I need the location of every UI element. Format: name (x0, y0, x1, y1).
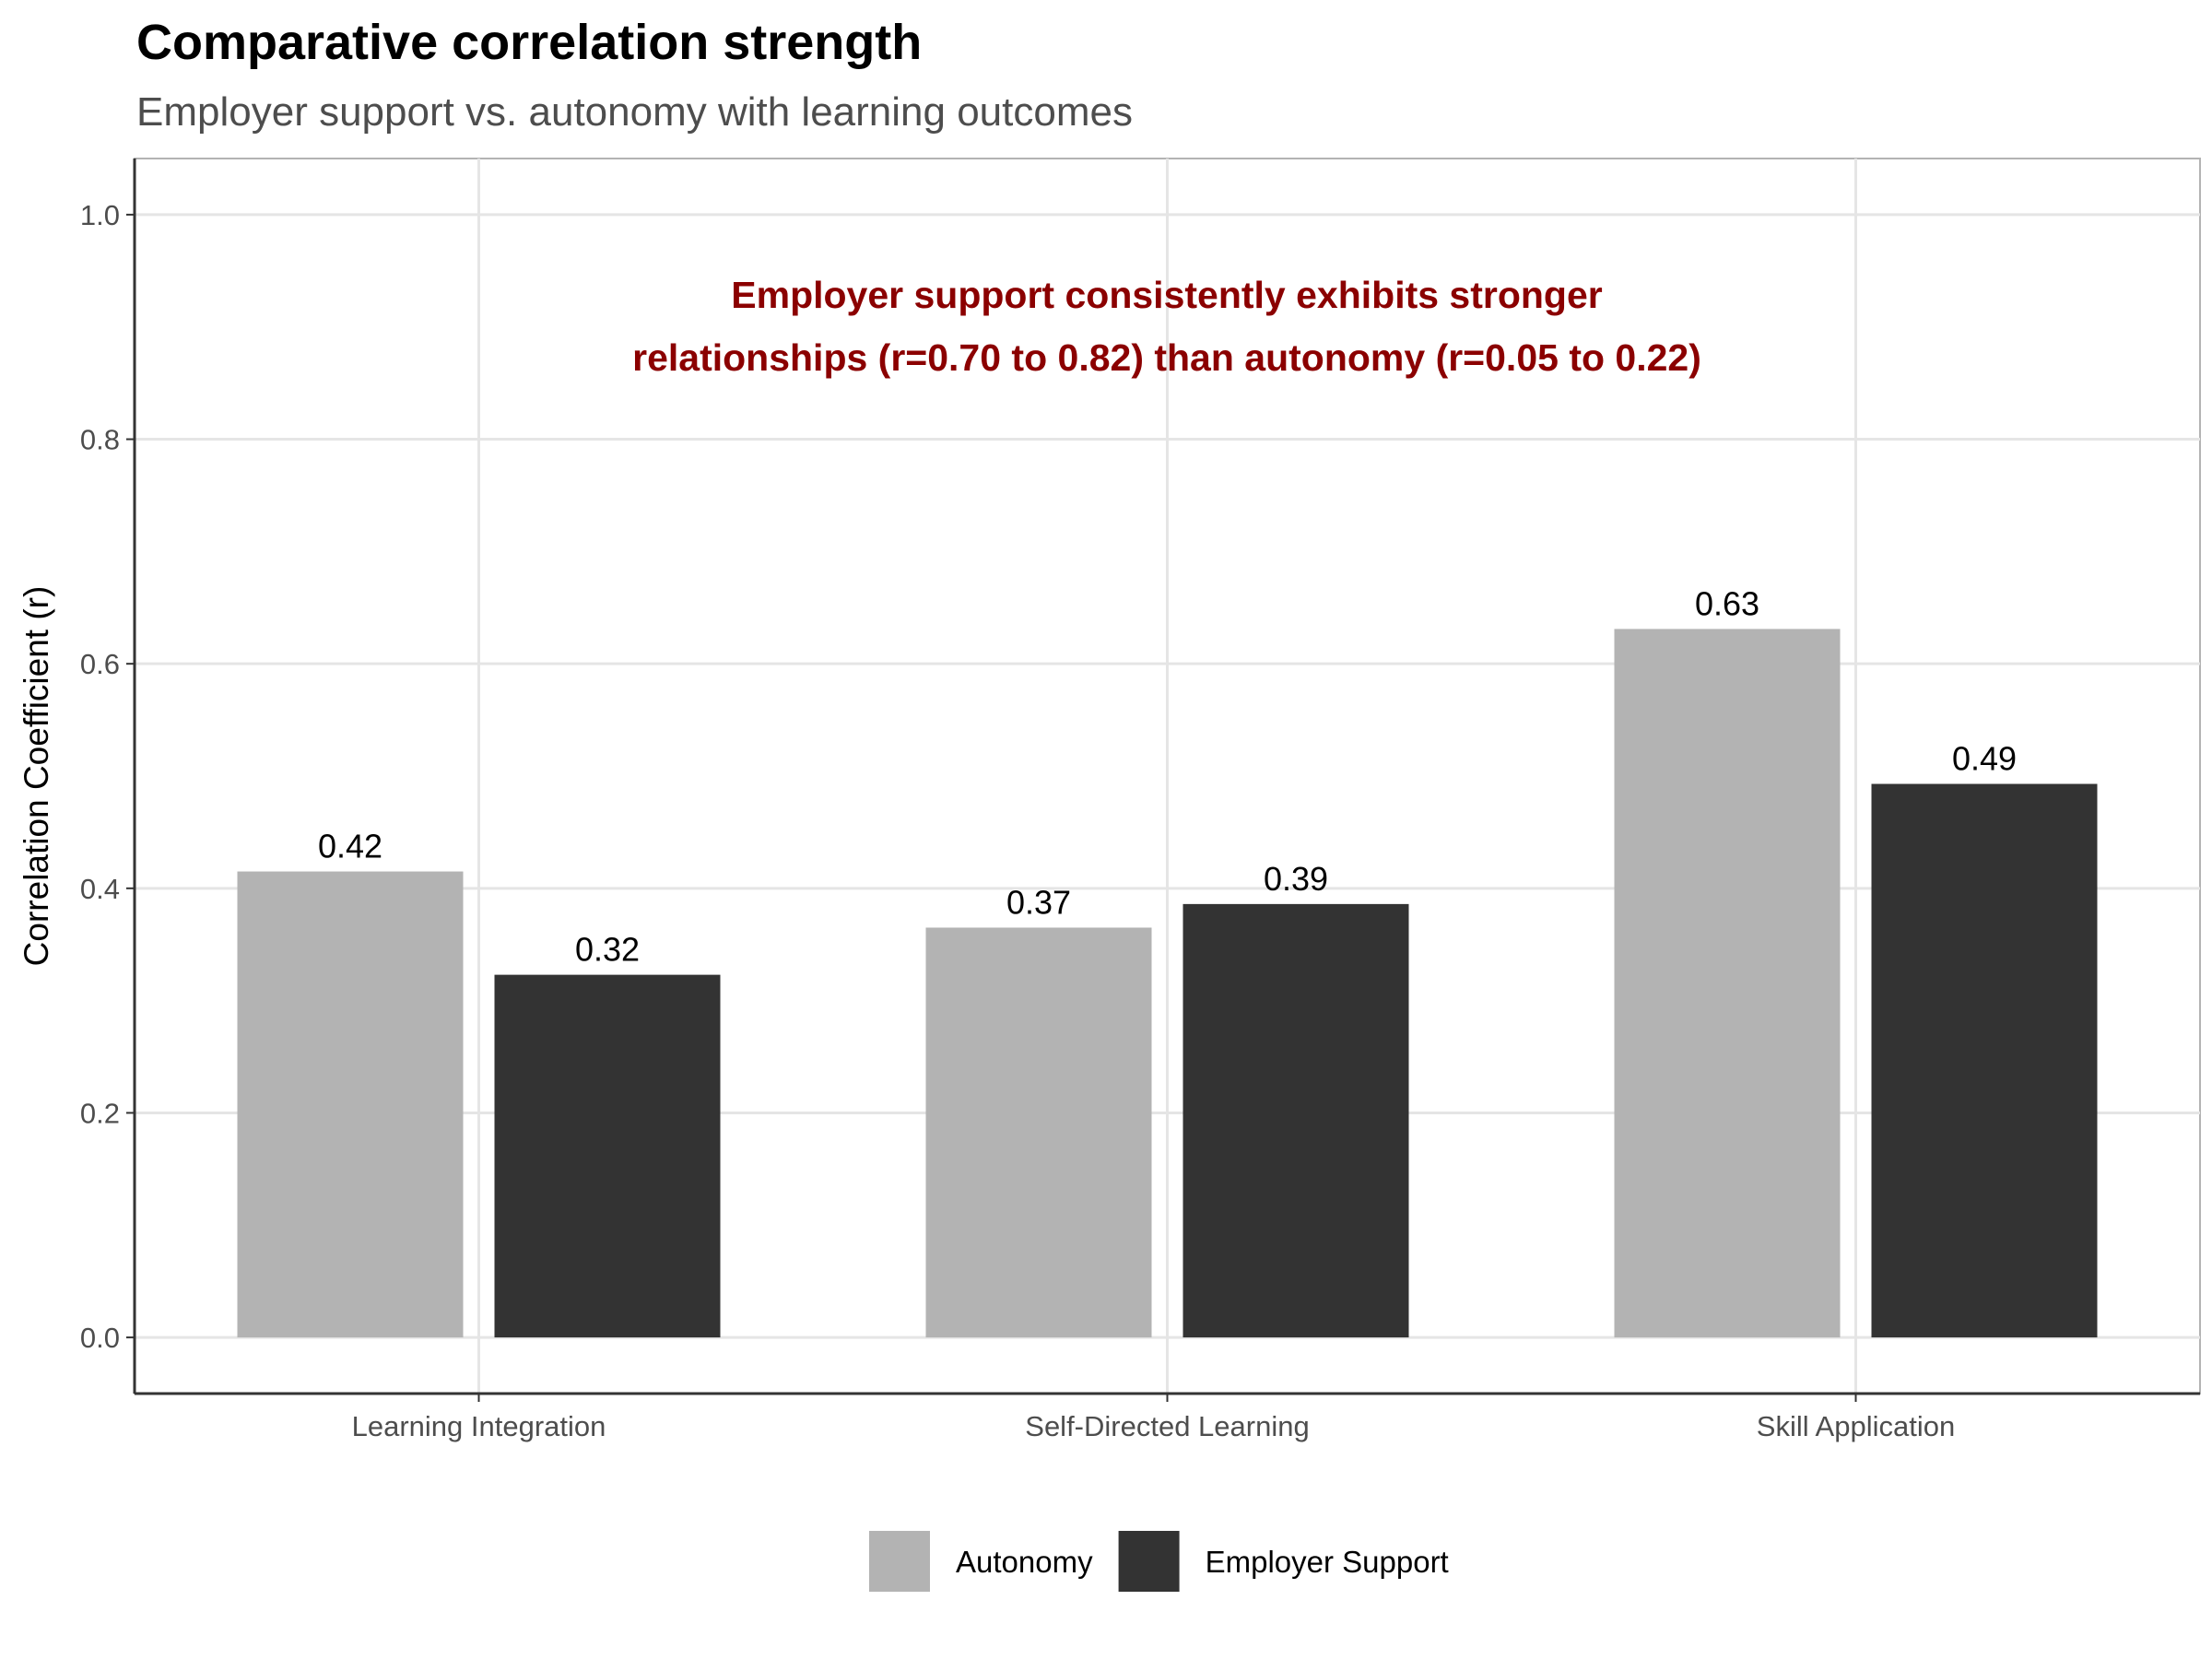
grid-lines (135, 159, 2200, 1394)
y-axis-title: Correlation Coefficient (r) (18, 586, 55, 967)
data-label-autonomy-2: 0.63 (1695, 584, 1759, 622)
annotation-line-1: Employer support consistently exhibits s… (731, 274, 1603, 316)
chart-subtitle: Employer support vs. autonomy with learn… (136, 89, 1133, 135)
legend-key-autonomy (869, 1531, 930, 1592)
data-label-employer-support-2: 0.49 (1952, 740, 2017, 778)
x-tick-label-2: Skill Application (1757, 1410, 1955, 1442)
y-tick-label-1: 0.2 (80, 1097, 120, 1129)
legend: Autonomy Employer Support (869, 1531, 1449, 1592)
x-tick-label-0: Learning Integration (352, 1410, 606, 1442)
x-tick-label-1: Self-Directed Learning (1025, 1410, 1309, 1442)
legend-label-employer-support: Employer Support (1206, 1545, 1449, 1579)
bar-employer-support-2 (1871, 783, 2098, 1338)
bar-autonomy-0 (237, 871, 464, 1338)
data-label-autonomy-1: 0.37 (1006, 883, 1071, 921)
x-axis-ticks: Learning Integration Self-Directed Learni… (352, 1394, 1955, 1442)
y-tick-label-2: 0.4 (80, 873, 120, 905)
bar-employer-support-1 (1182, 903, 1409, 1338)
chart-title: Comparative correlation strength (136, 15, 922, 70)
bar-autonomy-2 (1614, 629, 1841, 1338)
bar-employer-support-0 (494, 974, 721, 1338)
bars (237, 629, 2098, 1338)
data-label-employer-support-0: 0.32 (575, 931, 640, 969)
y-tick-label-5: 1.0 (80, 199, 120, 231)
bar-autonomy-1 (925, 927, 1152, 1338)
data-labels: 0.42 0.37 0.63 0.32 0.39 0.49 (318, 584, 2017, 968)
y-tick-label-0: 0.0 (80, 1322, 120, 1354)
y-tick-label-4: 0.8 (80, 424, 120, 456)
annotation-line-2: relationships (r=0.70 to 0.82) than auto… (632, 336, 1701, 379)
legend-key-employer-support (1118, 1531, 1180, 1592)
data-label-autonomy-0: 0.42 (318, 828, 382, 865)
y-tick-label-3: 0.6 (80, 648, 120, 680)
legend-label-autonomy: Autonomy (956, 1545, 1093, 1579)
data-label-employer-support-1: 0.39 (1264, 860, 1328, 898)
annotation: Employer support consistently exhibits s… (632, 274, 1701, 379)
y-axis-ticks: 0.0 0.2 0.4 0.6 0.8 1.0 (80, 199, 135, 1354)
